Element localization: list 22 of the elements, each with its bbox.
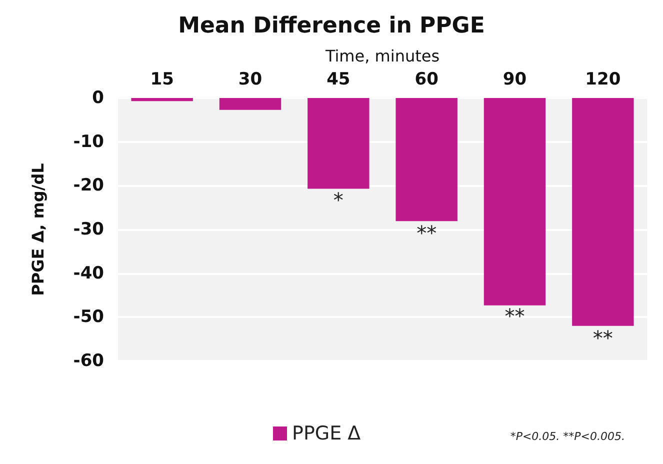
x-tick-label: 60 bbox=[414, 70, 439, 90]
y-tick-label: -20 bbox=[73, 176, 104, 196]
annotation: * bbox=[333, 188, 344, 212]
x-tick-label: 30 bbox=[238, 70, 262, 90]
x-tick-label: 45 bbox=[326, 70, 350, 90]
annotation: ** bbox=[504, 304, 525, 328]
y-tick-label: -40 bbox=[73, 263, 104, 284]
y-tick-label: -30 bbox=[73, 220, 104, 240]
x-tick-label: 120 bbox=[585, 70, 621, 90]
y-tick-label: -50 bbox=[73, 307, 104, 328]
annotation: ** bbox=[416, 220, 437, 245]
y-axis-title: PPGE Δ, mg/dL bbox=[28, 163, 48, 296]
x-tick-label: 90 bbox=[502, 70, 527, 90]
x-axis-title: Time, minutes bbox=[324, 46, 440, 66]
text: *P<0.05. **P<0.005. bbox=[510, 430, 626, 443]
y-tick-label: -10 bbox=[73, 132, 104, 152]
legend-label: PPGE Δ bbox=[292, 422, 361, 444]
annotation: ** bbox=[592, 326, 613, 350]
y-tick-label: -60 bbox=[73, 351, 104, 371]
y-tick-label: 0 bbox=[92, 88, 104, 108]
x-tick-label: 15 bbox=[150, 70, 174, 90]
chart-title: Mean Difference in PPGE bbox=[178, 14, 485, 38]
